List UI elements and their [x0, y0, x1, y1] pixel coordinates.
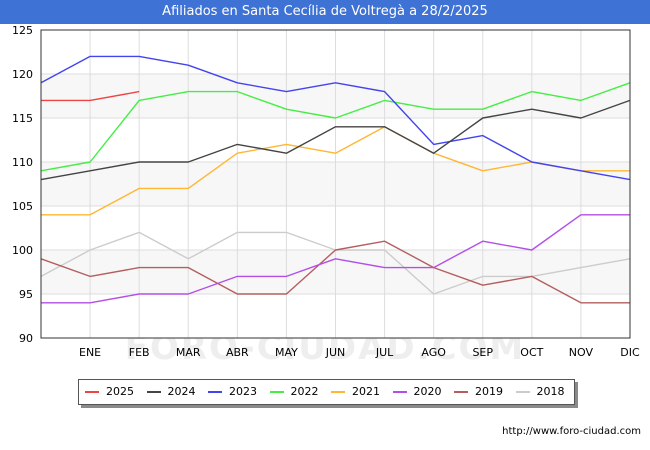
- legend-swatch: [392, 391, 407, 393]
- legend-label: 2024: [167, 385, 196, 398]
- legend-swatch: [454, 391, 468, 393]
- series-line-2024: [40, 99, 631, 181]
- legend-swatch: [331, 391, 345, 393]
- series-line-2020: [41, 214, 630, 304]
- legend-swatch: [515, 391, 530, 393]
- x-tick-label: NOV: [569, 346, 594, 359]
- y-tick-label: 95: [19, 288, 33, 301]
- x-tick-label: MAY: [275, 346, 298, 359]
- x-tick-label: SEP: [472, 346, 493, 359]
- legend-swatch: [269, 391, 284, 393]
- chart-series: [40, 55, 631, 304]
- y-tick-label: 125: [12, 24, 33, 37]
- legend-swatch: [146, 391, 161, 393]
- x-tick-label: JUL: [375, 346, 394, 359]
- chart-title: Afiliados en Santa Cecília de Voltregà a…: [162, 4, 488, 19]
- chart-axes: [40, 29, 631, 339]
- x-tick-label: ENE: [79, 346, 101, 359]
- legend-label: 2023: [229, 385, 257, 398]
- legend-swatch: [85, 391, 99, 393]
- legend-label: 2021: [352, 385, 380, 398]
- series-line-2023: [40, 55, 631, 181]
- legend: 2025 2024 2023 2022 2021 2020 2019 2018: [78, 379, 575, 405]
- series-line-2025: [41, 90, 140, 102]
- x-tick-label: FEB: [129, 346, 150, 359]
- legend-label: 2022: [290, 385, 319, 398]
- legend-swatch: [208, 391, 222, 393]
- y-tick-label: 90: [19, 332, 33, 345]
- y-axis-tick-labels: 90 95 100 105 110 115 120 125: [12, 24, 33, 345]
- y-tick-label: 120: [12, 68, 33, 81]
- x-tick-label: JUN: [325, 346, 346, 359]
- x-tick-label: OCT: [520, 346, 543, 359]
- series-line-2019: [40, 240, 630, 304]
- legend-label: 2019: [475, 385, 503, 398]
- x-axis-tick-labels: ENE FEB MAR ABR MAY JUN JUL AGO SEP OCT NOV DIC: [79, 346, 640, 359]
- legend-label: 2025: [106, 385, 134, 398]
- x-tick-label: DIC: [620, 346, 640, 359]
- legend-label: 2020: [413, 385, 442, 398]
- legend-label: 2018: [536, 385, 565, 398]
- x-tick-label: MAR: [176, 346, 201, 359]
- footer-url: http://www.foro-ciudad.com: [502, 426, 641, 437]
- y-tick-label: 115: [12, 112, 33, 125]
- x-tick-label: AGO: [421, 346, 446, 359]
- x-tick-label: ABR: [226, 346, 249, 359]
- y-tick-label: 105: [12, 200, 33, 213]
- y-tick-label: 110: [12, 156, 33, 169]
- series-line-2022: [40, 82, 631, 172]
- plot-frame: [40, 29, 631, 339]
- title-bar: Afiliados en Santa Cecília de Voltregà a…: [0, 0, 650, 24]
- y-tick-label: 100: [12, 244, 33, 257]
